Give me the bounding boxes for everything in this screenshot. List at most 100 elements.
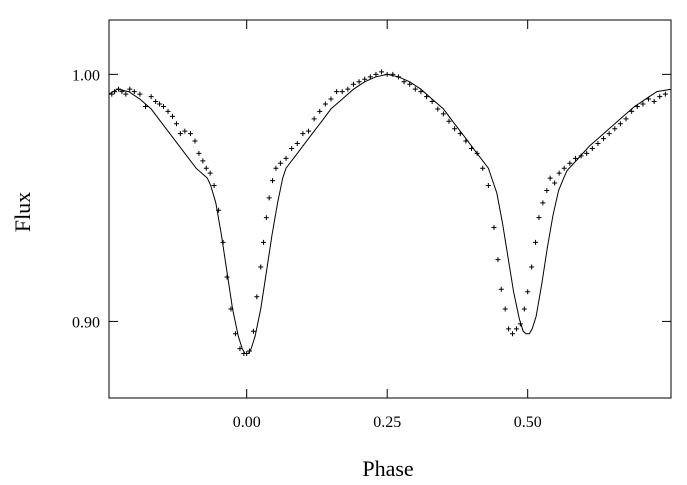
data-point — [254, 294, 260, 300]
x-axis-ticks: 0.00 0.25 0.50 — [233, 20, 542, 431]
data-point — [395, 74, 401, 80]
x-tick-label: 0.00 — [233, 414, 261, 431]
data-point — [263, 215, 269, 221]
data-point — [317, 108, 323, 114]
data-point — [623, 116, 629, 122]
data-point — [289, 145, 295, 151]
data-point — [567, 160, 573, 166]
data-point — [498, 286, 504, 292]
data-point — [634, 103, 640, 109]
y-tick-label: 0.90 — [72, 314, 100, 331]
data-point — [513, 326, 519, 332]
data-point — [148, 94, 154, 100]
data-point — [345, 86, 351, 92]
data-point — [640, 101, 646, 107]
data-point — [187, 131, 193, 137]
data-point — [137, 91, 143, 97]
data-point — [322, 101, 328, 107]
data-point — [390, 71, 396, 77]
model-curve — [108, 73, 672, 354]
data-point — [651, 99, 657, 105]
data-point — [250, 328, 256, 334]
data-point — [247, 348, 252, 354]
data-point — [412, 86, 418, 92]
data-point — [173, 121, 179, 127]
data-point — [646, 96, 652, 102]
data-point — [220, 239, 226, 245]
data-point — [384, 71, 390, 77]
data-point — [510, 331, 516, 337]
data-point — [452, 126, 458, 132]
data-point — [457, 131, 463, 137]
data-point — [440, 111, 446, 117]
data-point — [595, 141, 601, 147]
data-point — [536, 215, 542, 221]
data-point — [629, 108, 635, 114]
data-point — [424, 94, 430, 100]
data-point — [485, 183, 491, 189]
data-point — [261, 239, 267, 245]
data-point — [379, 69, 385, 75]
data-point — [165, 108, 171, 114]
data-point — [143, 103, 149, 109]
data-point — [606, 131, 612, 137]
y-axis-ticks: 0.90 1.00 — [72, 67, 671, 331]
data-point — [123, 91, 129, 97]
data-point — [362, 76, 368, 82]
data-point — [612, 126, 618, 132]
data-point — [617, 121, 623, 127]
data-point — [429, 99, 435, 105]
data-point — [177, 131, 183, 137]
data-point — [540, 200, 546, 206]
data-point — [584, 150, 590, 156]
data-point — [157, 101, 163, 107]
data-point — [556, 170, 562, 176]
data-point — [127, 86, 133, 92]
data-point — [258, 264, 264, 270]
data-point — [294, 141, 300, 147]
x-tick-label: 0.25 — [373, 414, 401, 431]
data-point — [211, 183, 217, 189]
data-point — [578, 153, 584, 159]
data-point — [517, 321, 523, 327]
data-point — [529, 264, 535, 270]
data-point — [525, 289, 531, 295]
data-point — [224, 274, 230, 280]
data-point — [216, 207, 222, 213]
data-point — [367, 74, 373, 80]
data-point — [662, 91, 668, 97]
data-point — [131, 89, 137, 95]
data-point — [328, 96, 334, 102]
data-point — [463, 138, 469, 144]
data-point — [270, 178, 276, 184]
data-point — [468, 145, 474, 151]
data-point — [334, 89, 340, 95]
data-point — [237, 346, 243, 352]
data-point — [435, 106, 441, 112]
data-point — [244, 351, 250, 357]
data-point — [112, 89, 118, 95]
data-point — [407, 81, 413, 87]
x-axis-label: Phase — [362, 456, 413, 481]
data-point — [182, 128, 188, 134]
y-tick-label: 1.00 — [72, 67, 100, 84]
data-point — [495, 257, 501, 263]
data-point — [521, 306, 527, 312]
data-point — [474, 150, 480, 156]
data-point — [306, 128, 312, 134]
data-point — [506, 326, 512, 332]
data-point — [373, 71, 379, 77]
data-point — [283, 155, 289, 161]
observed-points — [109, 69, 668, 357]
data-point — [300, 131, 306, 137]
data-point — [339, 89, 345, 95]
data-point — [491, 225, 497, 231]
data-point — [203, 165, 209, 171]
y-axis-label: Flux — [10, 192, 35, 232]
data-point — [277, 160, 283, 166]
data-point — [207, 170, 213, 176]
data-point — [552, 180, 558, 186]
data-point — [401, 79, 407, 85]
data-point — [196, 150, 202, 156]
data-point — [161, 103, 167, 109]
